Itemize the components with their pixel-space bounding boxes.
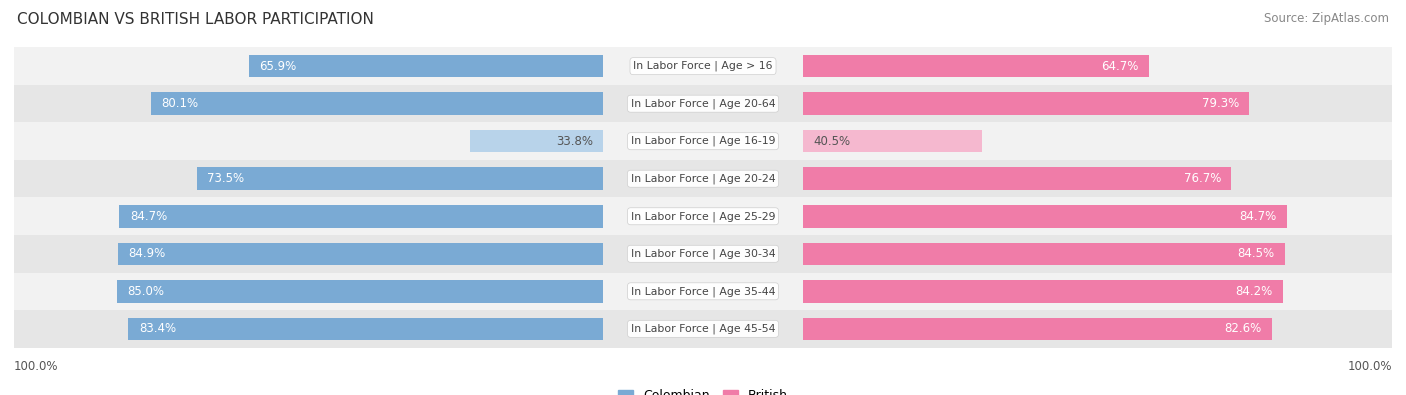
Bar [249,55,603,77]
Text: 73.5%: 73.5% [207,172,245,185]
Text: 65.9%: 65.9% [259,60,297,73]
Bar [803,55,1149,77]
Text: In Labor Force | Age > 16: In Labor Force | Age > 16 [633,61,773,71]
Bar [14,47,1392,85]
Bar [470,130,603,152]
Bar [14,85,1392,122]
Text: 84.2%: 84.2% [1236,285,1272,298]
Bar [152,92,603,115]
Bar [803,92,1250,115]
Bar [14,122,1392,160]
Text: 100.0%: 100.0% [1347,359,1392,372]
Bar [14,235,1392,273]
Bar [14,160,1392,198]
Bar [803,205,1286,228]
Text: 82.6%: 82.6% [1225,322,1261,335]
Text: 100.0%: 100.0% [14,359,59,372]
Bar [197,167,603,190]
Text: In Labor Force | Age 20-64: In Labor Force | Age 20-64 [631,98,775,109]
Bar [117,280,603,303]
Text: 79.3%: 79.3% [1202,97,1239,110]
Text: In Labor Force | Age 30-34: In Labor Force | Age 30-34 [631,248,775,259]
Text: In Labor Force | Age 25-29: In Labor Force | Age 25-29 [631,211,775,222]
Text: 83.4%: 83.4% [139,322,176,335]
Text: 84.7%: 84.7% [1239,210,1277,223]
Bar [14,198,1392,235]
Bar [803,280,1284,303]
Text: 84.7%: 84.7% [129,210,167,223]
Bar [14,273,1392,310]
Bar [803,318,1272,340]
Text: 76.7%: 76.7% [1184,172,1220,185]
Bar [14,310,1392,348]
Text: COLOMBIAN VS BRITISH LABOR PARTICIPATION: COLOMBIAN VS BRITISH LABOR PARTICIPATION [17,12,374,27]
Legend: Colombian, British: Colombian, British [613,384,793,395]
Bar [803,130,981,152]
Text: 85.0%: 85.0% [128,285,165,298]
Text: 80.1%: 80.1% [162,97,198,110]
Text: 33.8%: 33.8% [555,135,593,148]
Bar [803,167,1232,190]
Text: 84.5%: 84.5% [1237,247,1275,260]
Text: In Labor Force | Age 35-44: In Labor Force | Age 35-44 [631,286,775,297]
Bar [128,318,603,340]
Text: In Labor Force | Age 45-54: In Labor Force | Age 45-54 [631,324,775,334]
Text: 40.5%: 40.5% [813,135,851,148]
Bar [803,243,1285,265]
Text: 64.7%: 64.7% [1101,60,1139,73]
Bar [120,205,603,228]
Bar [118,243,603,265]
Text: In Labor Force | Age 16-19: In Labor Force | Age 16-19 [631,136,775,147]
Text: In Labor Force | Age 20-24: In Labor Force | Age 20-24 [631,173,775,184]
Text: 84.9%: 84.9% [128,247,166,260]
Text: Source: ZipAtlas.com: Source: ZipAtlas.com [1264,12,1389,25]
